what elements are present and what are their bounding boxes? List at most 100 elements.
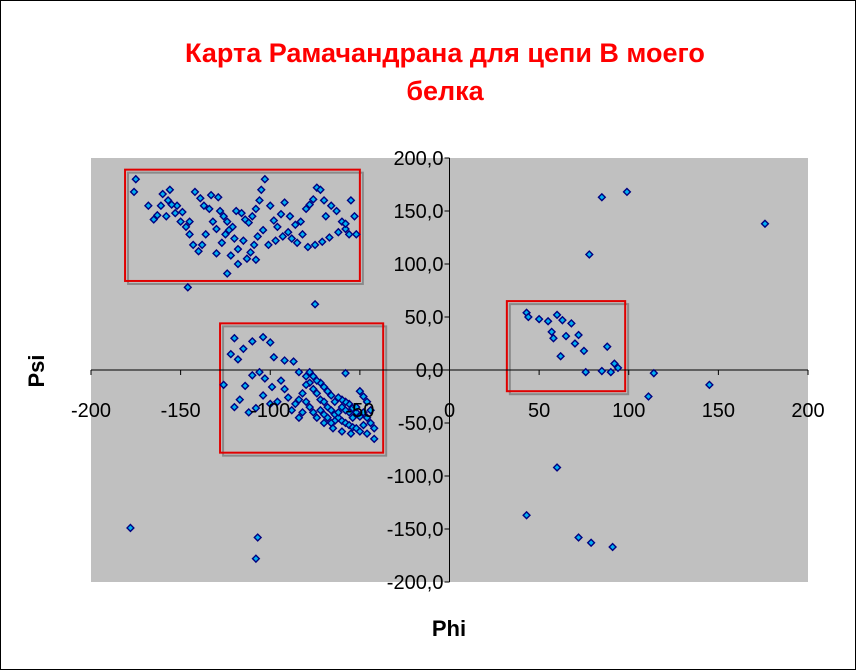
data-point xyxy=(333,408,343,417)
data-point xyxy=(312,413,322,423)
data-point xyxy=(224,225,234,235)
data-point xyxy=(344,229,354,239)
highlight-region-alpha-helix xyxy=(219,322,385,454)
data-point xyxy=(350,211,359,221)
chart-title-line-1: Карта Рамачандрана для цепи В моего xyxy=(185,38,705,68)
data-point xyxy=(366,418,376,428)
data-point xyxy=(213,192,223,202)
data-point xyxy=(276,376,286,385)
data-point xyxy=(308,408,318,417)
data-point xyxy=(251,554,261,564)
data-point xyxy=(240,381,250,391)
data-point xyxy=(308,371,318,381)
data-point xyxy=(283,393,293,402)
x-tick-label: 0 xyxy=(444,400,455,422)
data-point xyxy=(351,408,361,417)
data-point xyxy=(579,346,589,356)
data-point xyxy=(194,246,203,256)
data-point xyxy=(319,382,329,392)
data-point xyxy=(185,229,194,239)
data-point xyxy=(278,232,288,241)
data-point xyxy=(552,463,562,472)
data-point xyxy=(326,405,336,415)
data-point xyxy=(294,413,304,423)
data-point xyxy=(310,240,320,250)
data-point xyxy=(351,229,361,239)
data-point xyxy=(233,355,243,364)
data-point xyxy=(610,359,619,369)
highlight-region-shadow xyxy=(508,303,630,396)
data-point xyxy=(287,405,297,415)
data-point xyxy=(341,219,350,229)
data-point xyxy=(287,234,297,243)
data-point xyxy=(290,220,300,230)
data-point xyxy=(597,366,607,376)
data-point xyxy=(260,174,270,184)
data-point xyxy=(606,367,616,377)
data-point xyxy=(247,370,257,380)
data-point xyxy=(201,229,211,239)
chart-title: Карта Рамачандрана для цепи В моего белк… xyxy=(0,34,856,110)
data-point xyxy=(608,542,618,552)
x-tick-label: -100 xyxy=(250,400,290,422)
data-point xyxy=(289,357,298,366)
data-point xyxy=(253,232,263,241)
data-point xyxy=(586,538,596,548)
data-point xyxy=(280,384,289,394)
data-point xyxy=(152,210,162,220)
data-point xyxy=(230,234,239,243)
data-point xyxy=(567,318,576,328)
y-tick-label: 0,0 xyxy=(416,360,444,382)
data-point xyxy=(346,429,356,438)
data-point xyxy=(269,352,279,362)
data-point xyxy=(355,427,365,436)
data-point xyxy=(574,533,583,542)
data-point xyxy=(333,393,343,402)
data-point xyxy=(294,367,304,377)
data-point xyxy=(163,196,173,205)
data-point xyxy=(369,434,379,444)
data-point xyxy=(359,408,368,417)
data-point xyxy=(341,368,350,378)
data-point xyxy=(251,204,261,214)
data-point xyxy=(332,206,341,216)
data-point xyxy=(346,196,356,205)
data-point xyxy=(362,397,372,407)
data-point xyxy=(613,363,623,373)
x-axis-title: Phi xyxy=(432,616,466,641)
data-point xyxy=(308,194,318,204)
highlight-region-left-handed-helix xyxy=(505,300,627,393)
data-point xyxy=(316,405,325,415)
highlight-regions xyxy=(124,168,630,457)
data-point xyxy=(221,229,230,239)
axes xyxy=(90,157,809,583)
data-point xyxy=(351,402,361,412)
y-axis-title: Psi xyxy=(24,354,49,387)
data-point xyxy=(581,367,591,377)
data-point xyxy=(255,196,264,205)
data-point xyxy=(523,312,533,322)
data-point xyxy=(212,249,221,258)
data-point xyxy=(362,429,372,438)
data-point xyxy=(238,236,248,246)
data-point xyxy=(258,225,268,235)
data-point xyxy=(328,423,338,433)
data-point xyxy=(337,402,347,412)
data-point xyxy=(280,356,289,365)
y-tick-label: 200,0 xyxy=(393,148,443,170)
x-tick-label: 50 xyxy=(528,400,550,422)
data-point xyxy=(242,254,252,264)
data-point xyxy=(359,420,368,430)
data-point xyxy=(264,240,273,250)
data-point xyxy=(271,236,281,246)
data-point xyxy=(244,408,254,417)
data-point xyxy=(319,397,329,407)
data-point xyxy=(244,218,254,228)
data-point xyxy=(251,403,261,413)
x-tick-label: -50 xyxy=(345,400,374,422)
data-point xyxy=(303,242,313,252)
data-point xyxy=(301,371,311,381)
data-point xyxy=(549,333,558,343)
data-point xyxy=(355,412,365,422)
data-point xyxy=(366,405,376,415)
